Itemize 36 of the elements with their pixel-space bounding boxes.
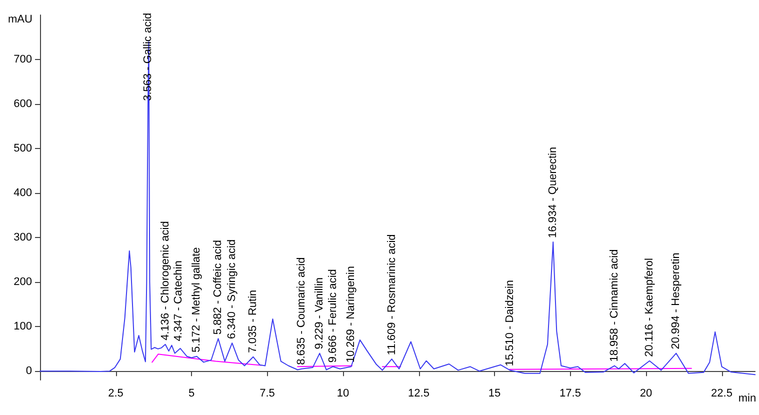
y-axis-title: mAU [8,14,32,26]
x-tick-label: 7.5 [260,388,275,400]
annotation: 15.510 - Daidzein [504,280,516,366]
annotation: 4.347 - Catechin [172,260,184,342]
annotation: 6.340 - Syringic acid [226,239,238,340]
annotation: 10.269 - Naringenin [345,266,358,363]
y-tick-label: 200 [14,276,32,288]
annotation: 9.666 - Ferulic acid [326,269,339,363]
x-tick-label: 12.5 [408,388,430,400]
x-tick-label: 5 [188,388,195,400]
y-tick-label: 700 [14,54,32,66]
annotation: 4.136 - Chlorogenic acid [159,221,172,340]
annotation: 5.172 - Methyl gallate [190,247,203,352]
annotation: 16.934 - Querectin [547,146,560,238]
annotation: 8.635 - Coumaric acid [296,257,308,365]
x-tick-label: 15 [488,388,501,400]
y-tick-label: 400 [14,187,32,200]
x-tick-label: 22.5 [711,388,732,400]
y-tick-label: 600 [14,98,32,110]
x-axis-title: min [738,392,756,405]
x-tick-label: 17.5 [560,388,581,400]
y-tick-label: 500 [14,142,32,155]
annotation: 3.563 - Gallic acid [142,12,154,101]
x-tick-label: 10 [336,388,350,400]
annotation: 20.994 - Hesperetin [670,252,682,350]
x-tick-label: 2.5 [108,388,124,400]
x-tick-label: 20 [640,388,652,400]
y-tick-label: 100 [14,320,32,333]
annotation: 18.958 - Cinnamic acid [608,249,620,362]
annotation: 7.035 - Rutin [247,290,260,353]
y-tick-label: 0 [26,365,32,378]
annotation: 11.609 - Rosmarinic acid [386,234,398,356]
y-tick-label: 300 [14,232,32,244]
annotation: 5.882 - Coffeic acid [212,240,224,335]
annotation: 20.116 - Kaempferol [644,258,656,357]
annotation: 9.229 - Vanillin [314,277,326,350]
